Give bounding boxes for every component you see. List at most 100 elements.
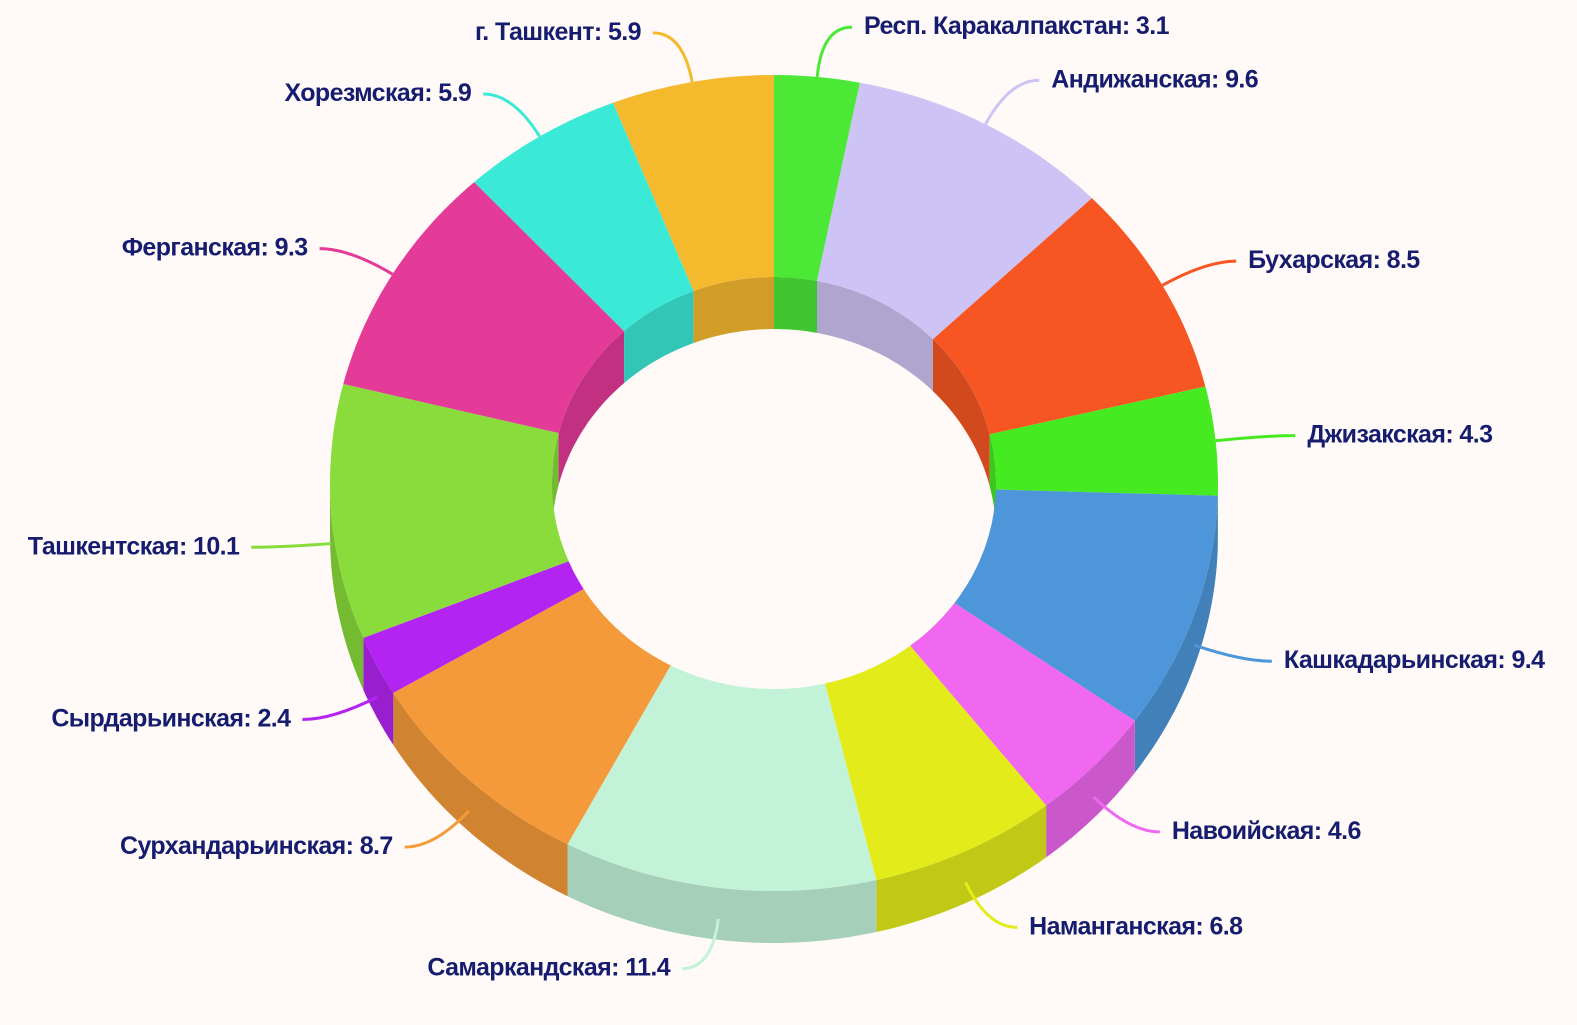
leader-line (483, 92, 541, 138)
label-value: 4.3 (1459, 420, 1492, 448)
leader-line (815, 25, 853, 78)
label-separator: : (346, 832, 360, 860)
inner-wall (558, 331, 625, 485)
inner-wall (932, 339, 990, 487)
label-value: 9.4 (1511, 646, 1545, 674)
leader-line (652, 31, 694, 83)
outer-wall (1134, 495, 1218, 773)
slice (474, 102, 694, 332)
label-category: Ферганская (122, 233, 261, 261)
side-walls (330, 277, 1218, 943)
data-label: Хорезмская: 5.9 (285, 79, 472, 107)
label-separator: : (1445, 420, 1459, 448)
leader-line (1161, 259, 1237, 287)
data-label: Самаркандская: 11.4 (427, 953, 670, 981)
label-separator: : (424, 79, 438, 107)
data-label: Наманганская: 6.8 (1029, 912, 1243, 940)
data-label: Ферганская: 9.3 (122, 233, 308, 261)
label-separator: : (1122, 12, 1136, 40)
data-label: Навоийская: 4.6 (1172, 817, 1361, 845)
slice (774, 75, 860, 281)
data-label: г. Ташкент: 5.9 (475, 17, 641, 45)
slice (567, 665, 877, 891)
data-label: Андижанская: 9.6 (1051, 65, 1258, 93)
label-separator: : (1195, 912, 1209, 940)
label-value: 5.9 (438, 79, 471, 107)
label-separator: : (243, 704, 257, 732)
slice (363, 561, 584, 693)
leader-line (964, 881, 1018, 929)
label-category: Сурхандарьинская (120, 832, 346, 860)
leader-line (251, 542, 332, 549)
label-value: 10.1 (193, 532, 240, 560)
leader-line (1092, 796, 1160, 834)
slice (932, 198, 1206, 435)
label-category: Наманганская (1029, 912, 1195, 940)
slice (393, 589, 671, 845)
label-value: 5.9 (608, 17, 641, 45)
data-label: Кашкадарьинская: 9.4 (1284, 646, 1545, 674)
label-category: Андижанская (1051, 65, 1211, 93)
inner-wall (624, 291, 694, 384)
label-separator: : (611, 953, 625, 981)
leader-line (1194, 643, 1272, 663)
slice (817, 82, 1092, 340)
leader-line (404, 809, 471, 849)
outer-wall (1046, 720, 1135, 858)
label-separator: : (1497, 646, 1511, 674)
label-category: Ташкентская (28, 532, 179, 560)
label-separator: : (261, 233, 275, 261)
slice (825, 645, 1047, 880)
label-category: Хорезмская (285, 79, 425, 107)
label-value: 6.8 (1209, 912, 1243, 940)
label-category: Кашкадарьинская (1284, 646, 1498, 674)
data-label: Сырдарьинская: 2.4 (51, 704, 291, 732)
data-label: Респ. Каракалпакстан: 3.1 (864, 12, 1170, 40)
label-value: 8.5 (1387, 246, 1421, 274)
slice (330, 384, 569, 638)
label-category: Джизакская (1307, 420, 1445, 448)
leader-line (319, 247, 394, 276)
inner-wall (774, 277, 817, 333)
outer-wall (567, 844, 877, 943)
slice (954, 489, 1218, 721)
label-value: 8.7 (360, 832, 393, 860)
slice (613, 75, 774, 291)
labels: Респ. Каракалпакстан: 3.1 Андижанская: 9.… (28, 12, 1546, 981)
leader-line (302, 695, 378, 722)
label-separator: : (1373, 246, 1387, 274)
slice (989, 386, 1218, 496)
label-value: 11.4 (625, 953, 671, 981)
outer-wall (876, 805, 1047, 932)
label-separator: : (1211, 65, 1225, 93)
label-category: Бухарская (1248, 246, 1372, 274)
data-label: Бухарская: 8.5 (1248, 246, 1420, 274)
outer-wall (330, 483, 364, 690)
label-separator: : (594, 17, 608, 45)
outer-wall (393, 692, 568, 897)
data-label: Сурхандарьинская: 8.7 (120, 832, 393, 860)
data-label: Ташкентская: 10.1 (28, 532, 240, 560)
inner-wall (693, 277, 774, 343)
label-category: Респ. Каракалпакстан (864, 12, 1122, 40)
label-separator: : (1314, 817, 1328, 845)
label-value: 9.3 (275, 233, 308, 261)
slice (910, 603, 1135, 806)
label-category: Сырдарьинская (51, 704, 243, 732)
leader-line (984, 78, 1040, 125)
label-category: г. Ташкент (475, 17, 594, 45)
data-label: Джизакская: 4.3 (1307, 420, 1492, 448)
label-value: 3.1 (1136, 12, 1170, 40)
label-value: 2.4 (257, 704, 291, 732)
label-value: 4.6 (1328, 817, 1361, 845)
leader-line (682, 918, 720, 971)
label-value: 9.6 (1225, 65, 1258, 93)
label-separator: : (179, 532, 193, 560)
label-category: Самаркандская (427, 953, 611, 981)
slice (343, 182, 625, 433)
inner-wall (817, 280, 933, 392)
slices (330, 75, 1218, 891)
outer-wall (363, 637, 394, 745)
leader-line (1215, 434, 1296, 443)
